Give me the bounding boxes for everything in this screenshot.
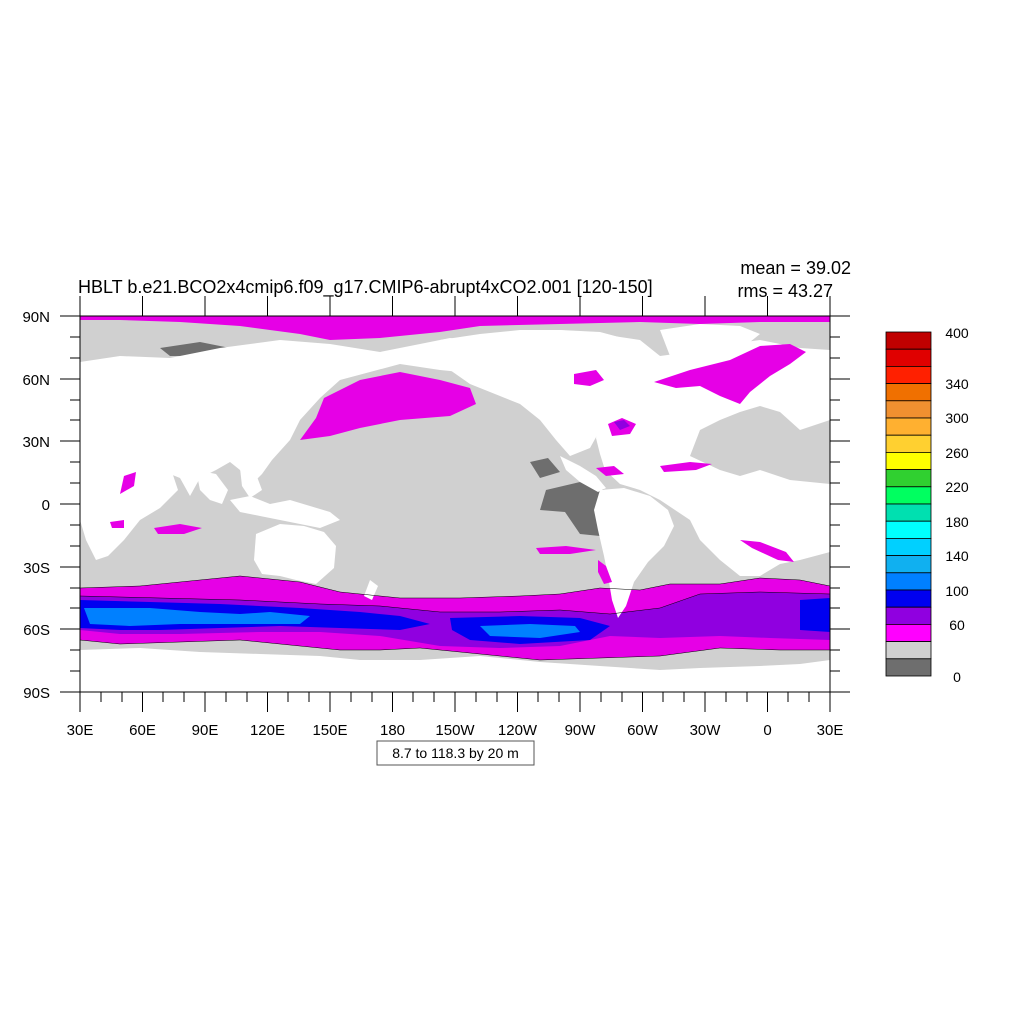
indian-ocean-patch-2 (154, 524, 202, 534)
lat-label: 60N (22, 372, 50, 389)
colorbar-swatch (885, 641, 932, 660)
colorbar-swatch (885, 658, 932, 677)
south-pacific-patch (536, 546, 596, 554)
arctic-band (80, 316, 830, 340)
lon-label: 0 (763, 722, 771, 739)
lat-label: 0 (42, 497, 50, 514)
colorbar-label: 140 (945, 548, 969, 564)
land-masses (80, 324, 830, 692)
colorbar-label: 260 (945, 445, 969, 461)
map-field (80, 316, 830, 692)
colorbar-swatch (885, 417, 932, 436)
rms-label: rms = 43.27 (737, 281, 833, 301)
colorbar-swatch (885, 400, 932, 419)
colorbar-label: 100 (945, 583, 969, 599)
contour-line-40-south (80, 639, 830, 661)
southern-ocean-lightblue (84, 608, 310, 626)
lon-label: 150W (435, 722, 475, 739)
colorbar-swatch (885, 503, 932, 522)
lat-label: 30N (22, 434, 50, 451)
patagonia-patch (598, 560, 612, 584)
contour-info-text: 8.7 to 118.3 by 20 m (392, 745, 519, 761)
low-gray-east-pacific (540, 482, 610, 536)
gulf-stream-violet (614, 420, 630, 430)
lon-label: 60E (129, 722, 156, 739)
colorbar-label: 0 (953, 669, 961, 685)
tropical-atlantic-patch (660, 462, 712, 472)
lon-label: 30E (817, 722, 844, 739)
lat-label: 90S (23, 685, 50, 702)
contour-line-60 (80, 591, 830, 615)
southern-ocean-blue-3 (800, 598, 830, 632)
lat-label: 30S (23, 560, 50, 577)
lon-label: 90E (192, 722, 219, 739)
colorbar-swatch (885, 538, 932, 557)
colorbar-labels: 400 340 300 260 220 180 140 100 60 0 (945, 325, 969, 685)
colorbar-swatch (885, 606, 932, 625)
latitude-axis: 90N 60N 30N 0 30S 60S 90S (22, 309, 850, 702)
colorbar-swatch (885, 572, 932, 591)
north-pacific-patch (300, 372, 476, 440)
north-atlantic-patch (654, 344, 806, 404)
south-atlantic-patch (740, 540, 794, 562)
colorbar-label: 60 (949, 617, 965, 633)
colorbar-label: 180 (945, 514, 969, 530)
colorbar-label: 340 (945, 376, 969, 392)
caribbean-patch (596, 466, 624, 476)
colorbar-label: 220 (945, 479, 969, 495)
colorbar-swatch (885, 555, 932, 574)
contour-info-box: 8.7 to 118.3 by 20 m (376, 740, 535, 766)
indian-ocean-patch-1 (120, 472, 136, 494)
colorbar (885, 331, 932, 677)
colorbar-swatch (885, 451, 932, 470)
lon-label: 120W (498, 722, 538, 739)
lat-label: 60S (23, 622, 50, 639)
longitude-axis: 30E 60E 90E 120E 150E 180 150W 120W 90W … (67, 296, 844, 739)
indian-ocean-patch-3 (110, 520, 124, 528)
colorbar-swatch (885, 486, 932, 505)
colorbar-swatch (885, 365, 932, 384)
lon-label: 30E (67, 722, 94, 739)
colorbar-swatch (885, 469, 932, 488)
colorbar-swatch (885, 624, 932, 643)
lon-label: 120E (250, 722, 285, 739)
lon-label: 150E (312, 722, 347, 739)
colorbar-label: 400 (945, 325, 969, 341)
lat-label: 90N (22, 309, 50, 326)
lon-label: 60W (627, 722, 659, 739)
colorbar-swatch (885, 348, 932, 367)
southern-ocean-lightblue-2 (480, 624, 580, 638)
colorbar-swatch (885, 434, 932, 453)
colorbar-label: 300 (945, 410, 969, 426)
colorbar-swatch (885, 589, 932, 608)
colorbar-swatch (885, 520, 932, 539)
lon-label: 90W (565, 722, 597, 739)
mean-label: mean = 39.02 (740, 258, 851, 278)
colorbar-swatch (885, 331, 932, 350)
labrador-patch (574, 370, 604, 386)
contour-line-40 (80, 575, 830, 599)
lon-label: 30W (690, 722, 722, 739)
plot-title: HBLT b.e21.BCO2x4cmip6.f09_g17.CMIP6-abr… (78, 277, 653, 298)
colorbar-swatch (885, 383, 932, 402)
low-gray-north-pac (530, 458, 560, 478)
lon-label: 180 (380, 722, 405, 739)
